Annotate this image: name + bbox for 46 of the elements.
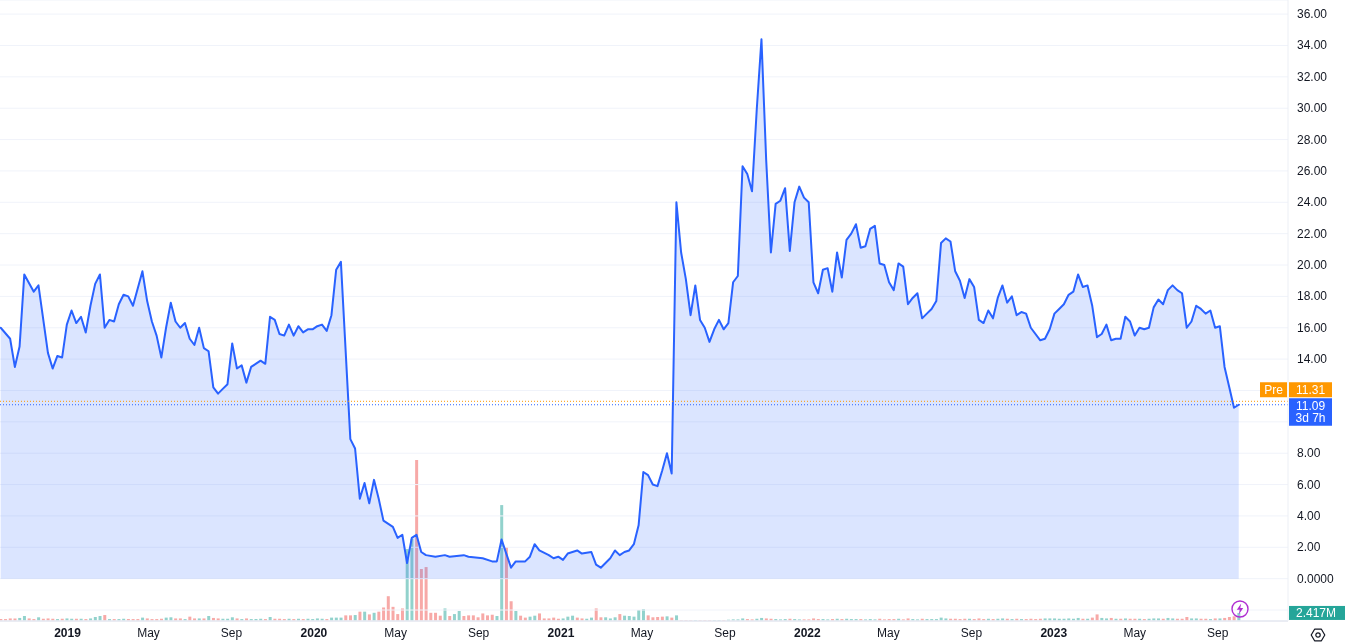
y-tick-label: 22.00 bbox=[1297, 226, 1328, 241]
x-tick-label: 2022 bbox=[794, 626, 822, 640]
legend-label: 11.31 bbox=[1295, 382, 1326, 397]
bar bbox=[415, 460, 419, 621]
y-tick-label: 6.00 bbox=[1297, 477, 1321, 492]
bar bbox=[424, 567, 428, 621]
annotation: Pre bbox=[1264, 382, 1284, 397]
y-tick-label: 36.00 bbox=[1297, 7, 1328, 22]
text: 2.417M bbox=[1296, 605, 1337, 620]
y-tick-label: 8.00 bbox=[1297, 446, 1321, 461]
y-tick-label: 18.00 bbox=[1297, 289, 1328, 304]
y-tick-label: 28.00 bbox=[1297, 132, 1328, 147]
y-tick-label: 26.00 bbox=[1297, 163, 1328, 178]
bar bbox=[419, 569, 423, 621]
y-tick-label: 16.00 bbox=[1297, 320, 1328, 335]
x-tick-label: 2020 bbox=[300, 626, 328, 640]
x-tick-label: Sep bbox=[1207, 626, 1229, 640]
bar bbox=[514, 611, 518, 621]
bar bbox=[1095, 614, 1099, 621]
y-tick-label: 34.00 bbox=[1297, 38, 1328, 53]
x-tick-label: May bbox=[1123, 626, 1147, 640]
y-tick-label: 32.00 bbox=[1297, 69, 1328, 84]
x-tick-label: May bbox=[630, 626, 654, 640]
y-tick-label: 20.00 bbox=[1297, 258, 1328, 273]
x-tick-label: Sep bbox=[714, 626, 736, 640]
x-tick-label: Sep bbox=[467, 626, 490, 640]
y-tick-label: 4.00 bbox=[1297, 508, 1321, 523]
x-tick-label: May bbox=[384, 626, 407, 640]
text: 3d 7h bbox=[1295, 411, 1326, 426]
y-tick-label: 14.00 bbox=[1297, 352, 1328, 367]
x-tick-label: 2023 bbox=[1040, 626, 1068, 640]
ref-line-label: 11.09 bbox=[1295, 398, 1326, 413]
x-tick-label: May bbox=[877, 626, 900, 640]
y-tick-label: 0.0000 bbox=[1297, 571, 1335, 586]
x-tick-label: Sep bbox=[220, 626, 243, 640]
x-tick-label: May bbox=[137, 626, 160, 640]
y-tick-label: 24.00 bbox=[1297, 195, 1328, 210]
x-tick-label: Sep bbox=[960, 626, 983, 640]
x-tick-label: 2021 bbox=[547, 626, 575, 640]
bar bbox=[367, 614, 371, 621]
y-tick-label: 2.00 bbox=[1297, 540, 1321, 555]
bar bbox=[538, 613, 541, 621]
bar bbox=[481, 613, 485, 621]
y-tick-label: 30.00 bbox=[1297, 101, 1328, 116]
bar bbox=[457, 611, 461, 621]
x-tick-label: 2019 bbox=[54, 626, 82, 640]
